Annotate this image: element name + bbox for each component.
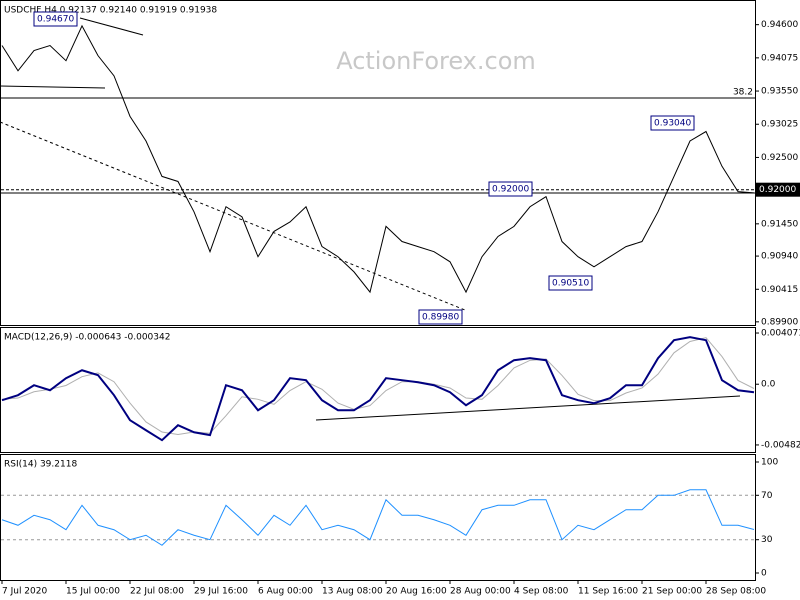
annotation-box (488, 181, 533, 197)
y-tick-label: 0.0 (761, 380, 776, 390)
y-tick-label: 0.94075 (761, 53, 798, 63)
annotation-box (650, 115, 695, 131)
y-tick-label: 0 (761, 569, 767, 579)
annotation: 0.89980 (422, 313, 459, 323)
panel-frame (0, 0, 756, 326)
trend-line (79, 17, 144, 36)
y-tick-label: 0.92500 (761, 153, 798, 163)
x-tick-label: 21 Sep 00:00 (642, 587, 702, 597)
annotation: 0.92000 (492, 185, 529, 195)
panel-frame (0, 327, 756, 453)
annotation-box (33, 11, 78, 27)
annotation: 0.94670 (37, 15, 74, 25)
y-tick-label: 0.89900 (761, 317, 798, 327)
x-tick-label: 7 Jul 2020 (2, 587, 47, 597)
panel-title: MACD(12,26,9) -0.000643 -0.000342 (4, 333, 170, 343)
series-line (1, 24, 755, 294)
x-tick-label: 4 Sep 08:00 (514, 587, 569, 597)
x-tick-label: 6 Aug 00:00 (258, 587, 313, 597)
x-tick-label: 28 Sep 08:00 (706, 587, 766, 597)
y-tick-label: 0.004071 (761, 329, 800, 339)
x-tick-label: 29 Jul 16:00 (194, 587, 248, 597)
series-line (1, 489, 755, 546)
trend-line (315, 395, 741, 421)
level-label: 38.2 (733, 88, 753, 98)
x-tick-label: 15 Jul 00:00 (66, 587, 120, 597)
x-tick-label: 20 Aug 16:00 (386, 587, 447, 597)
y-tick-label: -0.004829 (761, 440, 800, 450)
panel-title: USDCHF,H4 0.92137 0.92140 0.91919 0.9193… (4, 6, 217, 16)
trend-line (0, 85, 106, 89)
y-tick-label: 100 (761, 457, 778, 467)
level-label: 0.92000 (759, 185, 796, 195)
y-tick-label: 70 (761, 491, 773, 501)
y-tick-label: 30 (761, 535, 773, 545)
series-line (1, 336, 755, 442)
annotation: 0.93040 (654, 119, 691, 129)
x-tick-label: 28 Aug 00:00 (450, 587, 511, 597)
y-tick-label: 0.93550 (761, 87, 798, 97)
x-tick-label: 11 Sep 16:00 (578, 587, 638, 597)
series-line (1, 337, 755, 436)
watermark: ActionForex.com (336, 47, 536, 75)
x-tick-label: 13 Aug 08:00 (322, 587, 383, 597)
y-tick-label: 0.90940 (761, 252, 798, 262)
panel-title: RSI(14) 39.2118 (4, 460, 77, 470)
annotation-box (418, 309, 463, 325)
y-tick-label: 0.94600 (761, 20, 798, 30)
annotation-box (548, 275, 593, 291)
annotation: 0.90510 (552, 279, 589, 289)
y-tick-label: 0.93025 (761, 120, 798, 130)
panel-frame (0, 454, 756, 581)
price-box (756, 182, 800, 197)
x-tick-label: 22 Jul 08:00 (130, 587, 184, 597)
y-tick-label: 0.90415 (761, 285, 798, 295)
y-tick-label: 0.91450 (761, 219, 798, 229)
